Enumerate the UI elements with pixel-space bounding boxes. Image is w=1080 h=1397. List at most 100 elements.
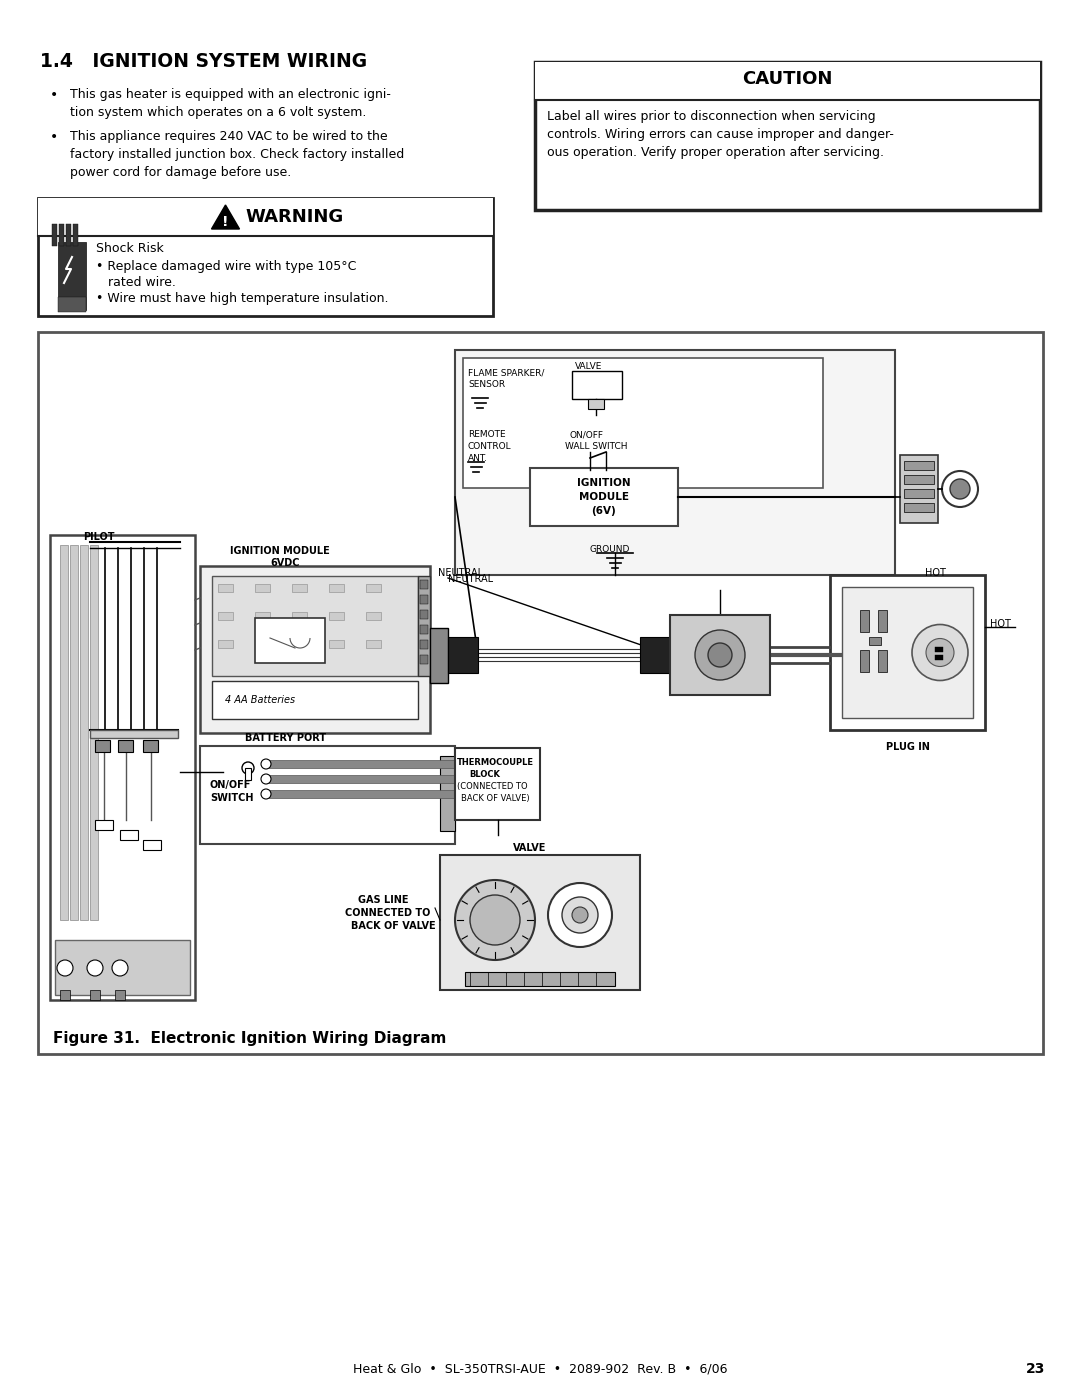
- Text: IGNITION MODULE: IGNITION MODULE: [230, 546, 329, 556]
- Bar: [455, 747, 540, 820]
- Bar: [55, 940, 190, 995]
- Bar: [292, 612, 307, 620]
- Bar: [455, 351, 895, 576]
- Bar: [366, 584, 381, 592]
- Bar: [935, 655, 943, 659]
- Circle shape: [455, 880, 535, 960]
- Bar: [255, 617, 325, 664]
- Bar: [904, 475, 934, 483]
- Text: CAUTION: CAUTION: [742, 70, 833, 88]
- Text: THERMOCOUPLE: THERMOCOUPLE: [457, 759, 534, 767]
- Text: !: !: [222, 215, 229, 229]
- Bar: [255, 584, 270, 592]
- Bar: [420, 580, 428, 590]
- Text: (6V): (6V): [592, 506, 617, 515]
- Text: HOT: HOT: [924, 569, 946, 578]
- Text: • Wire must have high temperature insulation.: • Wire must have high temperature insula…: [96, 292, 389, 305]
- Bar: [860, 650, 869, 672]
- Circle shape: [950, 479, 970, 499]
- Text: PILOT: PILOT: [83, 532, 114, 542]
- Bar: [118, 740, 133, 752]
- Circle shape: [696, 630, 745, 680]
- Bar: [465, 972, 615, 986]
- Bar: [430, 629, 448, 683]
- Circle shape: [112, 960, 129, 977]
- Text: ON/OFF: ON/OFF: [570, 430, 604, 439]
- Circle shape: [87, 960, 103, 977]
- Circle shape: [708, 643, 732, 666]
- Bar: [935, 647, 943, 651]
- Bar: [904, 489, 934, 497]
- Bar: [860, 610, 869, 631]
- Bar: [329, 640, 345, 648]
- Text: power cord for damage before use.: power cord for damage before use.: [70, 166, 292, 179]
- Text: Heat & Glo  •  SL-350TRSI-AUE  •  2089-902  Rev. B  •  6/06: Heat & Glo • SL-350TRSI-AUE • 2089-902 R…: [353, 1362, 727, 1375]
- Text: BLOCK: BLOCK: [469, 770, 500, 780]
- Circle shape: [470, 895, 519, 944]
- Text: This appliance requires 240 VAC to be wired to the: This appliance requires 240 VAC to be wi…: [70, 130, 388, 142]
- Text: SWITCH: SWITCH: [210, 793, 254, 803]
- Bar: [50, 535, 195, 1000]
- Text: PLUG IN: PLUG IN: [886, 742, 930, 752]
- Bar: [420, 595, 428, 604]
- Bar: [143, 740, 158, 752]
- Text: GROUND: GROUND: [590, 545, 631, 555]
- Text: factory installed junction box. Check factory installed: factory installed junction box. Check fa…: [70, 148, 404, 161]
- Text: GAS LINE: GAS LINE: [357, 895, 408, 905]
- Bar: [200, 746, 455, 844]
- Circle shape: [261, 774, 271, 784]
- Bar: [640, 637, 670, 673]
- Text: 6VDC: 6VDC: [270, 557, 299, 569]
- Circle shape: [572, 907, 588, 923]
- Bar: [59, 224, 64, 246]
- Text: IGNITION: IGNITION: [577, 478, 631, 488]
- Bar: [60, 990, 70, 1000]
- Bar: [878, 650, 887, 672]
- Text: MODULE: MODULE: [579, 492, 629, 502]
- Bar: [530, 468, 678, 527]
- Bar: [58, 242, 86, 310]
- Bar: [869, 637, 881, 645]
- Text: ON/OFF: ON/OFF: [210, 780, 252, 789]
- Text: ous operation. Verify proper operation after servicing.: ous operation. Verify proper operation a…: [546, 147, 885, 159]
- Text: WARNING: WARNING: [245, 208, 343, 226]
- Bar: [95, 740, 110, 752]
- Circle shape: [548, 883, 612, 947]
- Text: WALL SWITCH: WALL SWITCH: [565, 441, 627, 451]
- Text: SENSOR: SENSOR: [468, 380, 505, 388]
- Bar: [38, 198, 492, 236]
- Bar: [80, 545, 87, 921]
- Text: HOT: HOT: [990, 619, 1011, 629]
- Bar: [904, 503, 934, 511]
- Text: VALVE: VALVE: [575, 362, 603, 372]
- Text: BACK OF VALVE): BACK OF VALVE): [461, 793, 529, 803]
- Bar: [292, 584, 307, 592]
- Bar: [842, 587, 973, 718]
- Bar: [900, 455, 939, 522]
- Circle shape: [57, 960, 73, 977]
- Bar: [90, 990, 100, 1000]
- Bar: [245, 768, 251, 780]
- Text: FLAME SPARKER/: FLAME SPARKER/: [468, 367, 544, 377]
- Text: CONNECTED TO: CONNECTED TO: [345, 908, 430, 918]
- Text: 23: 23: [1026, 1362, 1045, 1376]
- Bar: [420, 640, 428, 650]
- Bar: [572, 372, 622, 400]
- Text: NEUTRAL: NEUTRAL: [438, 569, 483, 578]
- Bar: [440, 756, 455, 831]
- Bar: [448, 637, 478, 673]
- Circle shape: [242, 761, 254, 774]
- Bar: [120, 830, 138, 840]
- Bar: [114, 990, 125, 1000]
- Text: This gas heater is equipped with an electronic igni-: This gas heater is equipped with an elec…: [70, 88, 391, 101]
- Polygon shape: [212, 205, 240, 229]
- Bar: [90, 731, 178, 738]
- Circle shape: [261, 789, 271, 799]
- Text: 1.4   IGNITION SYSTEM WIRING: 1.4 IGNITION SYSTEM WIRING: [40, 52, 367, 71]
- Bar: [52, 224, 57, 246]
- Bar: [878, 610, 887, 631]
- Bar: [212, 680, 418, 719]
- Bar: [329, 584, 345, 592]
- Circle shape: [562, 897, 598, 933]
- Bar: [268, 760, 468, 768]
